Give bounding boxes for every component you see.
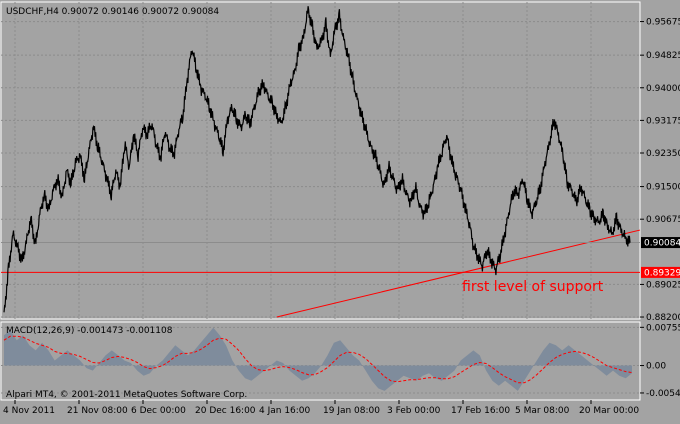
time-tick-label: 19 Jan 08:00 bbox=[323, 406, 380, 416]
support-price-tag-box bbox=[641, 266, 680, 278]
current-price-tag: 0.90084 bbox=[641, 237, 680, 249]
macd-axis: 0.00755 0.00 -0.00541 bbox=[640, 323, 680, 399]
time-tick-label: 20 Dec 16:00 bbox=[195, 406, 256, 416]
time-axis: 4 Nov 2011 21 Nov 08:00 6 Dec 00:00 20 Dec … bbox=[3, 400, 639, 416]
time-tick-label: 21 Nov 08:00 bbox=[67, 406, 128, 416]
time-tick-label: 17 Feb 16:00 bbox=[451, 406, 510, 416]
macd-tick-label: -0.00541 bbox=[646, 389, 680, 399]
price-series-line bbox=[3, 6, 631, 313]
support-price-tag: 0.89329 bbox=[641, 266, 680, 278]
macd-tick-label: 0.00755 bbox=[646, 323, 680, 333]
support-price-tag-label: 0.89329 bbox=[644, 268, 680, 278]
chart-header: USDCHF,H4 0.90072 0.90146 0.90072 0.9008… bbox=[6, 7, 219, 17]
macd-panel[interactable]: MACD(12,26,9) -0.001473 -0.001108 Alpari… bbox=[0, 321, 680, 401]
macd-panel-border bbox=[0, 321, 641, 401]
price-tick-label: 0.94000 bbox=[646, 84, 680, 94]
time-tick-label: 20 Mar 00:00 bbox=[579, 406, 639, 416]
price-tick-label: 0.93175 bbox=[646, 116, 680, 126]
macd-header: MACD(12,26,9) -0.001473 -0.001108 bbox=[6, 326, 173, 336]
price-tick-label: 0.91500 bbox=[646, 183, 680, 193]
price-tick-label: 0.90675 bbox=[646, 215, 680, 225]
price-tick-label: 0.95675 bbox=[646, 18, 680, 28]
copyright-text: Alpari MT4, © 2001-2011 MetaQuotes Softw… bbox=[6, 390, 247, 400]
macd-tick-label: 0.00 bbox=[646, 362, 666, 372]
price-tick-label: 0.94825 bbox=[646, 51, 680, 61]
macd-signal-line bbox=[3, 335, 633, 384]
price-grid bbox=[1, 2, 640, 319]
current-price-tag-label: 0.90084 bbox=[644, 239, 680, 249]
time-tick-label: 4 Jan 16:00 bbox=[259, 406, 311, 416]
price-axis: 0.95675 0.94825 0.94000 0.93175 0.92350 0.915… bbox=[640, 18, 680, 323]
price-panel[interactable]: USDCHF,H4 0.90072 0.90146 0.90072 0.9008… bbox=[0, 1, 680, 323]
price-tick-label: 0.92350 bbox=[646, 149, 680, 159]
current-price-tag-box bbox=[641, 237, 680, 249]
price-tick-label: 0.89025 bbox=[646, 280, 680, 290]
price-tick-label: 0.88200 bbox=[646, 313, 680, 323]
time-tick-label: 6 Dec 00:00 bbox=[131, 406, 186, 416]
time-tick-label: 5 Mar 08:00 bbox=[515, 406, 570, 416]
support-annotation: first level of support bbox=[462, 279, 604, 295]
time-tick-label: 4 Nov 2011 bbox=[3, 406, 55, 416]
time-tick-label: 3 Feb 00:00 bbox=[387, 406, 441, 416]
price-panel-border bbox=[0, 1, 641, 320]
trend-line[interactable] bbox=[276, 229, 641, 318]
